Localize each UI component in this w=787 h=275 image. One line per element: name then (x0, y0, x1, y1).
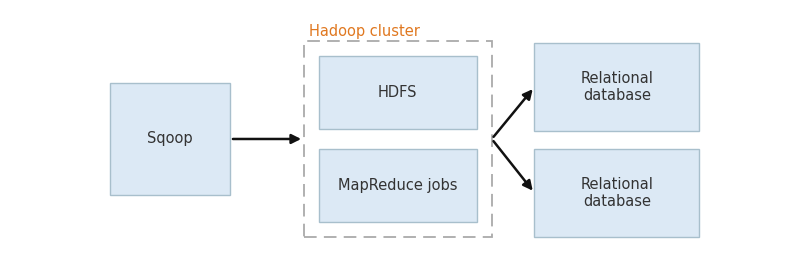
Text: Relational
database: Relational database (580, 177, 653, 209)
Text: MapReduce jobs: MapReduce jobs (338, 178, 457, 193)
Text: HDFS: HDFS (378, 85, 418, 100)
FancyBboxPatch shape (534, 43, 699, 131)
FancyBboxPatch shape (320, 56, 477, 129)
FancyBboxPatch shape (110, 83, 230, 195)
Text: Hadoop cluster: Hadoop cluster (309, 24, 419, 39)
FancyBboxPatch shape (320, 148, 477, 222)
FancyBboxPatch shape (534, 148, 699, 237)
Text: Sqoop: Sqoop (147, 131, 193, 147)
Text: Relational
database: Relational database (580, 71, 653, 103)
